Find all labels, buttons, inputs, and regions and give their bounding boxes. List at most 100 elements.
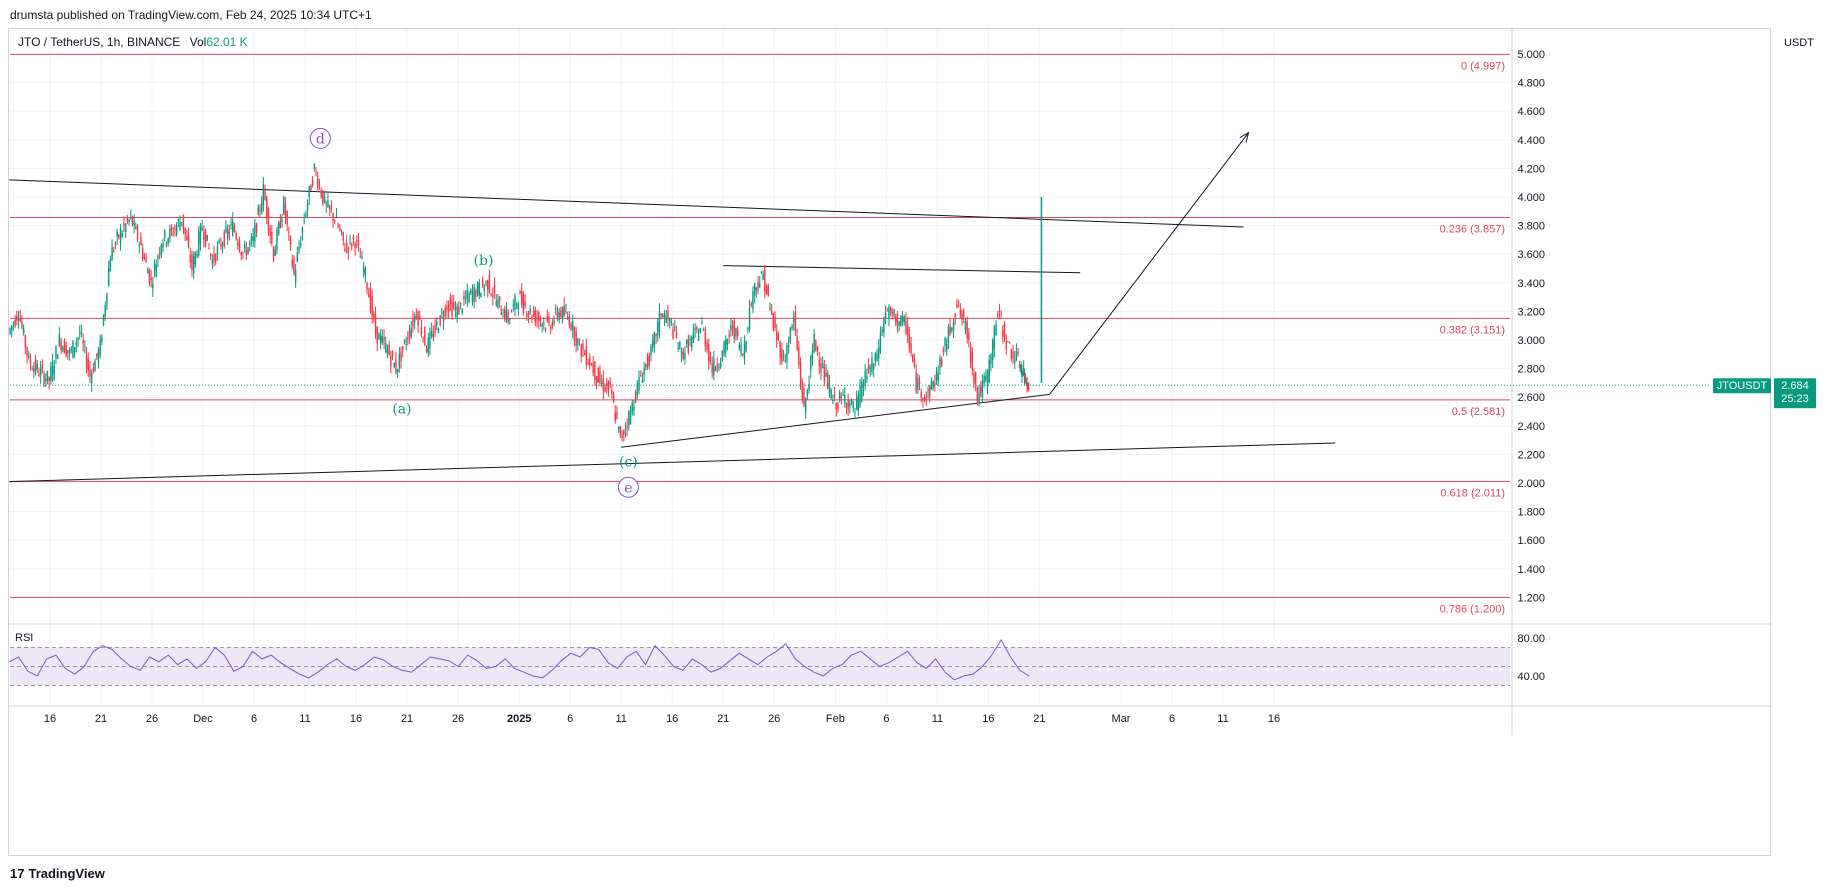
candle-body	[674, 326, 676, 329]
candle-body	[296, 252, 299, 262]
fib-levels: 0 (4.997) 0.236 (3.857) 0.382 (3.151) 0.5 (…	[10, 53, 1510, 615]
candle-body	[657, 321, 659, 336]
candle-body	[463, 295, 465, 300]
candle-body	[366, 283, 368, 290]
candle-body	[300, 242, 302, 246]
candle-body	[617, 426, 620, 429]
candle-body	[621, 435, 623, 438]
trendlines[interactable]	[9, 131, 1336, 483]
candle-body	[838, 392, 841, 400]
candle-body	[340, 229, 343, 231]
symbol-name[interactable]: JTO / TetherUS, 1h, BINANCE	[18, 35, 181, 49]
candle-body	[349, 237, 351, 239]
candle-body	[624, 428, 627, 430]
wave-label: (c)	[619, 455, 638, 471]
candle-body	[232, 220, 234, 236]
candle-body	[733, 321, 735, 339]
candle-body	[395, 359, 397, 374]
arrow-head	[1239, 131, 1250, 143]
candle-body	[923, 396, 926, 400]
price-tick-label: 2.600	[1517, 392, 1545, 404]
candle-body	[779, 341, 781, 359]
candle-body	[1015, 351, 1018, 360]
candle-body	[869, 367, 871, 370]
footer-brand[interactable]: 17 TradingView	[10, 866, 105, 881]
candle-body	[799, 362, 802, 383]
candle-body	[597, 367, 599, 383]
candle-body	[209, 253, 212, 256]
candle-body	[791, 325, 793, 329]
rsi-label: RSI	[15, 632, 33, 644]
candle-body	[573, 327, 576, 342]
candle-body	[276, 229, 278, 251]
time-tick-label: 16	[1268, 713, 1280, 725]
candle-body	[1014, 359, 1016, 363]
candle-body	[505, 308, 508, 320]
candle-body	[861, 381, 863, 402]
time-axis[interactable]: 16 21 26 Dec 6 11 16 21 26 2025 6 11 16 21 26 Feb 6 11 16 2…	[44, 713, 1280, 725]
time-tick-label: 16	[350, 713, 362, 725]
candle-body	[87, 358, 89, 371]
candle-body	[985, 375, 987, 381]
candle-body	[954, 314, 956, 317]
candle-body	[667, 311, 669, 319]
candle-body	[216, 246, 219, 255]
candle-body	[478, 282, 480, 296]
candle-body	[63, 339, 66, 354]
candle-body	[638, 377, 640, 391]
candle-body	[918, 381, 921, 385]
candle-body	[70, 348, 72, 351]
last-price-badge	[1774, 378, 1816, 409]
candle-body	[993, 326, 996, 350]
brand-text: TradingView	[28, 866, 105, 881]
candle-body	[310, 185, 312, 191]
candle-body	[798, 347, 800, 365]
candle-body	[827, 373, 829, 389]
candle-body	[784, 360, 786, 362]
candle-body	[470, 289, 472, 293]
candle-body	[702, 329, 705, 331]
candle-body	[714, 367, 717, 371]
price-axis[interactable]: 1.200 1.400 1.600 1.800 2.000 2.200 2.400 2.600…	[1517, 49, 1545, 604]
candle-body	[781, 348, 783, 363]
candle-body	[374, 314, 377, 335]
candle-body	[709, 357, 712, 362]
candle-body	[464, 298, 467, 300]
candle-body	[102, 314, 105, 325]
candle-body	[575, 331, 577, 346]
candle-body	[328, 205, 331, 209]
candle-body	[668, 318, 671, 321]
candle-body	[381, 335, 384, 343]
price-series	[9, 163, 1043, 442]
symbol-info[interactable]: JTO / TetherUS, 1h, BINANCE Vol62.01 K	[18, 35, 248, 49]
candle-body	[980, 386, 982, 394]
candle-body	[454, 307, 457, 310]
candle-body	[881, 329, 883, 333]
candle-body	[718, 367, 720, 369]
candle-body	[1008, 342, 1011, 344]
candle-body	[181, 222, 183, 224]
candle-body	[946, 343, 948, 352]
price-tick-label: 3.000	[1517, 335, 1545, 347]
candle-body	[218, 240, 220, 243]
trendline	[1049, 132, 1249, 395]
bar-countdown-text: 25:23	[1781, 393, 1809, 405]
candle-body	[582, 343, 584, 351]
price-tick-label: 4.000	[1517, 192, 1545, 204]
candle-body	[633, 406, 635, 411]
currency-unit[interactable]: USDT	[1784, 37, 1814, 49]
candle-body	[934, 382, 936, 386]
candle-body	[369, 288, 372, 313]
candle-body	[1007, 341, 1009, 343]
candle-body	[971, 351, 973, 370]
candle-body	[264, 190, 266, 200]
candle-body	[473, 286, 475, 302]
candle-body	[337, 224, 339, 228]
last-price-text: 2.684	[1781, 380, 1809, 392]
candle-body	[480, 292, 482, 298]
time-tick-label: 26	[768, 713, 780, 725]
candle-body	[203, 231, 205, 240]
candle-body	[563, 305, 565, 316]
candle-body	[107, 268, 110, 286]
